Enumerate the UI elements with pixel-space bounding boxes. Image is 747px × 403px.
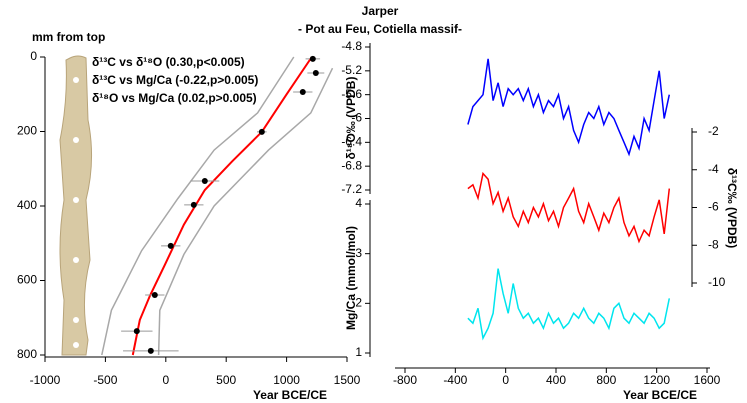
subtitle: - Pot au Feu, Cotiella massif- bbox=[298, 22, 462, 36]
title: Jarper bbox=[362, 4, 399, 18]
y-tick-label: 600 bbox=[17, 273, 37, 287]
date-point bbox=[147, 347, 154, 354]
y-tick-label: 1 bbox=[355, 345, 362, 359]
y-axis-label: δ¹⁸O‰ (VPDB) bbox=[344, 77, 358, 160]
y-axis-label: mm from top bbox=[32, 30, 105, 44]
x-axis-label: Year BCE/CE bbox=[253, 388, 327, 402]
proxy-line bbox=[467, 171, 671, 244]
y-tick-label: -6 bbox=[708, 200, 719, 214]
x-tick-label: 800 bbox=[596, 373, 616, 387]
date-point bbox=[201, 178, 208, 185]
y-tick-label: -7.2 bbox=[341, 182, 362, 196]
date-point bbox=[299, 89, 306, 96]
date-point bbox=[258, 128, 265, 135]
y-axis-label: δ¹³C‰ (VPDB) bbox=[725, 168, 739, 249]
y-tick-label: -5.6 bbox=[341, 87, 362, 101]
y-tick-label: -10 bbox=[708, 275, 726, 289]
x-tick-label: -1000 bbox=[30, 373, 61, 387]
y-tick-label: -6 bbox=[351, 111, 362, 125]
y-axis-label: Mg/Ca (mmol/mol) bbox=[344, 226, 358, 330]
y-tick-label: 800 bbox=[17, 347, 37, 361]
x-axis-label: Year BCE/CE bbox=[623, 388, 697, 402]
y-tick-label: -4.8 bbox=[341, 39, 362, 53]
x-tick-label: 0 bbox=[162, 373, 169, 387]
proxy-line bbox=[467, 268, 671, 341]
annotation: δ¹³C vs δ¹⁸O (0.30,p<0.005) bbox=[92, 55, 245, 69]
annotation: δ¹⁸O vs Mg/Ca (0.02,p>0.005) bbox=[92, 91, 257, 105]
x-tick-label: 1200 bbox=[643, 373, 670, 387]
y-tick-label: -4 bbox=[708, 162, 719, 176]
x-tick-label: 400 bbox=[546, 373, 566, 387]
y-tick-label: -6.4 bbox=[341, 135, 362, 149]
date-point bbox=[151, 292, 158, 299]
x-tick-label: -500 bbox=[93, 373, 117, 387]
x-tick-label: 1000 bbox=[273, 373, 300, 387]
date-point bbox=[309, 55, 316, 62]
confidence-line bbox=[101, 56, 295, 356]
y-tick-label: 3 bbox=[355, 246, 362, 260]
y-tick-label: -5.2 bbox=[341, 63, 362, 77]
stalagmite bbox=[59, 55, 93, 356]
x-tick-label: -400 bbox=[443, 373, 467, 387]
date-point bbox=[190, 201, 197, 208]
y-tick-label: -8 bbox=[708, 237, 719, 251]
y-tick-label: 200 bbox=[17, 124, 37, 138]
date-point bbox=[167, 242, 174, 249]
confidence-line bbox=[157, 67, 334, 356]
date-point bbox=[312, 70, 319, 77]
x-tick-label: 1600 bbox=[694, 373, 721, 387]
proxy-line bbox=[467, 58, 671, 157]
annotation: δ¹³C vs Mg/Ca (-0.22,p>0.005) bbox=[92, 73, 258, 87]
y-tick-label: 0 bbox=[30, 49, 37, 63]
y-tick-label: -6.8 bbox=[341, 158, 362, 172]
x-tick-label: 1500 bbox=[334, 373, 361, 387]
y-tick-label: -2 bbox=[708, 124, 719, 138]
date-point bbox=[133, 328, 140, 335]
x-tick-label: -800 bbox=[393, 373, 417, 387]
x-tick-label: 0 bbox=[502, 373, 509, 387]
y-tick-label: 400 bbox=[17, 198, 37, 212]
y-tick-label: 4 bbox=[355, 196, 362, 210]
x-tick-label: 500 bbox=[216, 373, 236, 387]
y-tick-label: 2 bbox=[355, 296, 362, 310]
